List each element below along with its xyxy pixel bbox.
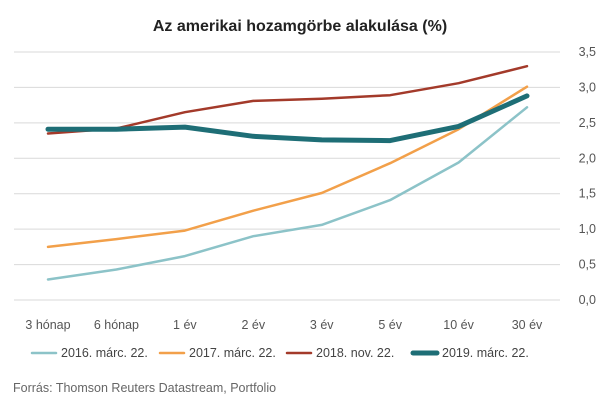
series-line-4 bbox=[45, 93, 530, 144]
legend-label: 2017. márc. 22. bbox=[189, 346, 276, 360]
y-tick-label: 2,5 bbox=[579, 116, 596, 130]
y-tick-label: 0,5 bbox=[579, 258, 596, 272]
legend-label: 2019. márc. 22. bbox=[442, 346, 529, 360]
y-tick-label: 3,5 bbox=[579, 45, 596, 59]
x-tick-label: 3 hónap bbox=[25, 318, 70, 332]
y-tick-label: 2,0 bbox=[579, 151, 596, 165]
y-tick-label: 0,0 bbox=[579, 293, 596, 307]
x-axis-ticks: 3 hónap 6 hónap 1 év 2 év 3 év 5 év 10 év 30 év bbox=[25, 318, 543, 332]
y-tick-label: 3,0 bbox=[579, 80, 596, 94]
legend-label: 2018. nov. 22. bbox=[316, 346, 394, 360]
series-line-1 bbox=[46, 106, 529, 281]
x-tick-label: 1 év bbox=[173, 318, 197, 332]
x-tick-label: 3 év bbox=[310, 318, 334, 332]
source-note: Forrás: Thomson Reuters Datastream, Port… bbox=[13, 381, 276, 395]
y-tick-label: 1,5 bbox=[579, 187, 596, 201]
x-tick-label: 5 év bbox=[378, 318, 402, 332]
chart-title: Az amerikai hozamgörbe alakulása (%) bbox=[153, 18, 447, 35]
x-tick-label: 2 év bbox=[241, 318, 265, 332]
y-tick-label: 1,0 bbox=[579, 222, 596, 236]
x-tick-label: 30 év bbox=[512, 318, 543, 332]
y-axis-ticks: 0,0 0,5 1,0 1,5 2,0 2,5 3,0 3,5 bbox=[579, 45, 596, 307]
series-line-3 bbox=[46, 64, 529, 135]
series-lines bbox=[45, 64, 530, 281]
x-tick-label: 6 hónap bbox=[94, 318, 139, 332]
gridlines bbox=[14, 51, 560, 301]
legend: 2016. márc. 22. 2017. márc. 22. 2018. nov.… bbox=[30, 346, 529, 360]
x-tick-label: 10 év bbox=[443, 318, 474, 332]
legend-label: 2016. márc. 22. bbox=[61, 346, 148, 360]
series-line-2 bbox=[46, 85, 529, 249]
